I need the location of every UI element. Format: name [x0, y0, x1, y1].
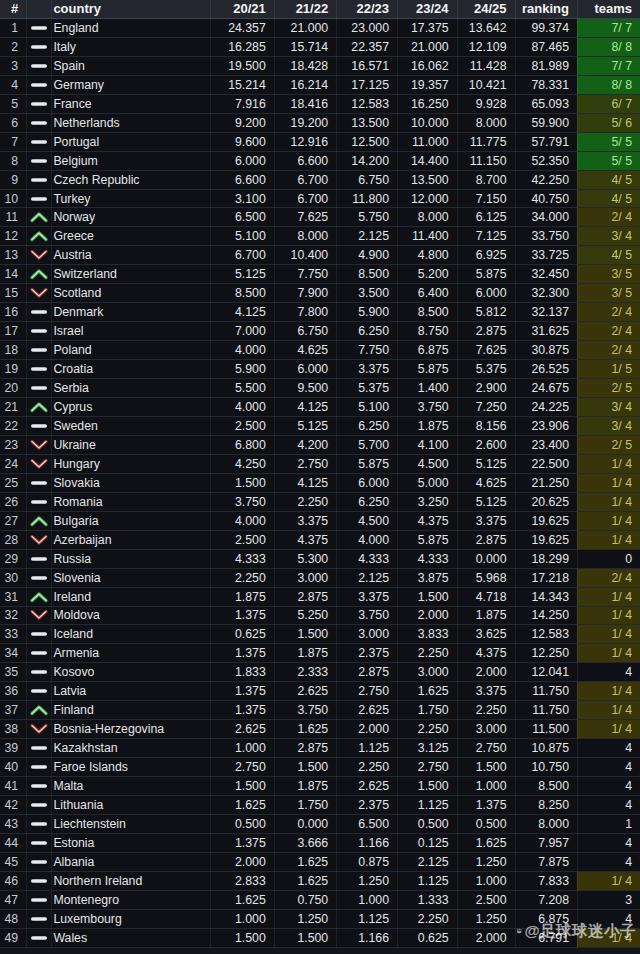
svg-text:du: du: [518, 931, 520, 932]
